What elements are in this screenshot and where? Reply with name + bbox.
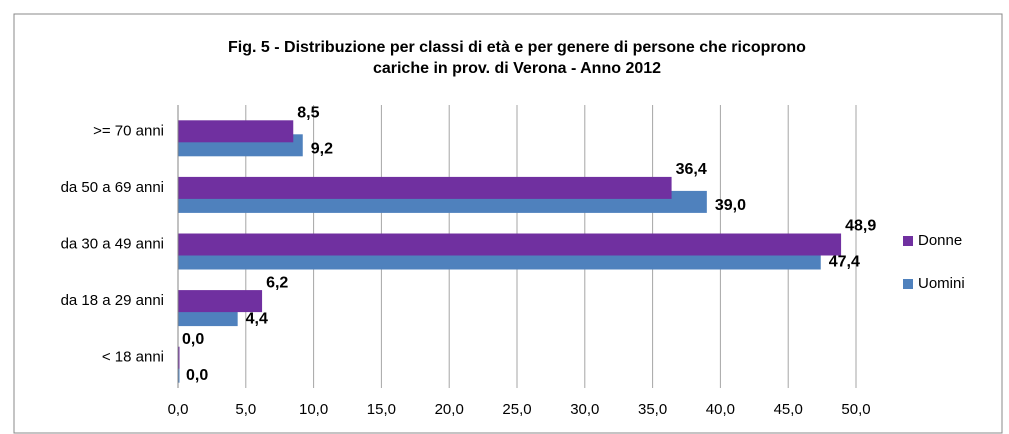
value-label: 48,9: [845, 218, 876, 235]
value-label: 0,0: [182, 331, 204, 348]
bar: [178, 360, 180, 383]
value-label: 47,4: [829, 254, 860, 271]
value-label: 0,0: [186, 367, 208, 384]
chart-title: Fig. 5 - Distribuzione per classi di età…: [228, 39, 806, 56]
legend-swatch: [903, 279, 913, 289]
legend-label: Donne: [918, 232, 962, 249]
x-tick-label: 5,0: [235, 401, 256, 418]
chart-title: cariche in prov. di Verona - Anno 2012: [373, 60, 661, 77]
x-tick-label: 35,0: [638, 401, 667, 418]
x-tick-label: 40,0: [706, 401, 735, 418]
bar: [178, 233, 842, 256]
bar: [178, 290, 263, 313]
x-tick-label: 20,0: [435, 401, 464, 418]
x-tick-label: 15,0: [367, 401, 396, 418]
y-tick-label: da 18 a 29 anni: [61, 292, 164, 309]
y-tick-label: da 30 a 49 anni: [61, 235, 164, 252]
x-tick-label: 25,0: [502, 401, 531, 418]
legend-swatch: [903, 236, 913, 246]
y-tick-label: da 50 a 69 anni: [61, 179, 164, 196]
x-tick-label: 10,0: [299, 401, 328, 418]
value-label: 4,4: [246, 310, 268, 327]
x-tick-label: 30,0: [570, 401, 599, 418]
value-label: 8,5: [297, 105, 319, 122]
value-label: 36,4: [676, 161, 707, 178]
y-tick-label: < 18 anni: [102, 349, 164, 366]
legend-label: Uomini: [918, 275, 965, 292]
bar: [178, 176, 672, 199]
bar: [178, 120, 294, 143]
y-tick-label: >= 70 anni: [93, 122, 164, 139]
value-label: 6,2: [266, 274, 288, 291]
value-label: 9,2: [311, 141, 333, 158]
x-tick-label: 45,0: [774, 401, 803, 418]
value-label: 39,0: [715, 197, 746, 214]
x-tick-label: 50,0: [841, 401, 870, 418]
x-tick-label: 0,0: [168, 401, 189, 418]
bar: [178, 346, 180, 369]
